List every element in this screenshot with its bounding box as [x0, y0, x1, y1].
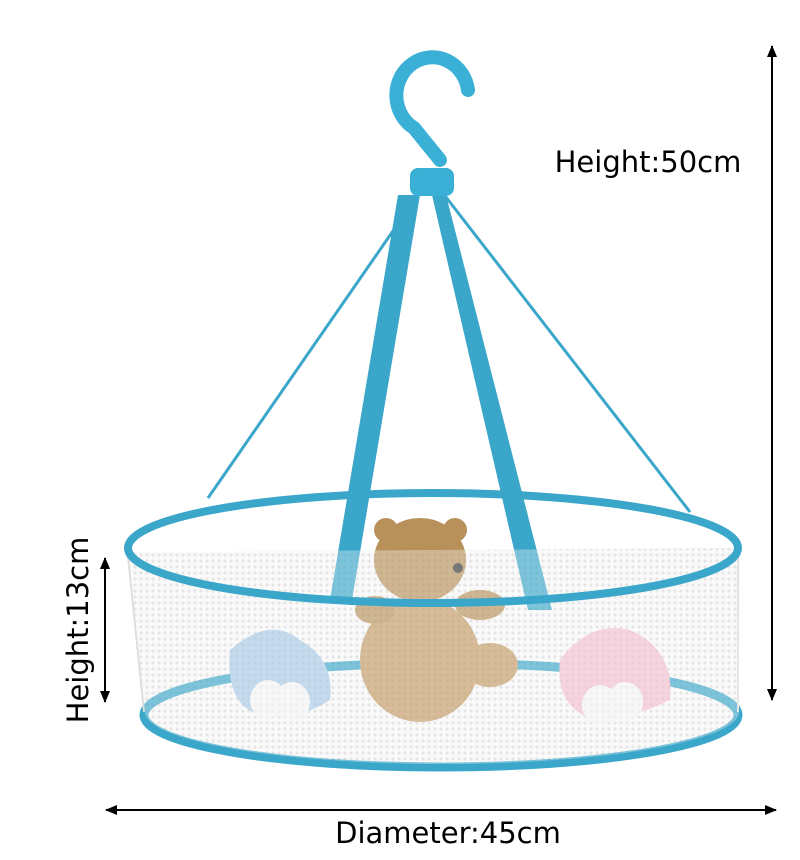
basket-height-label: Height:13cm: [61, 537, 95, 724]
basket-rim: [124, 489, 742, 764]
hook: [389, 50, 475, 196]
diameter-label: Diameter:45cm: [335, 816, 561, 850]
height-label: Height:50cm: [555, 145, 742, 179]
